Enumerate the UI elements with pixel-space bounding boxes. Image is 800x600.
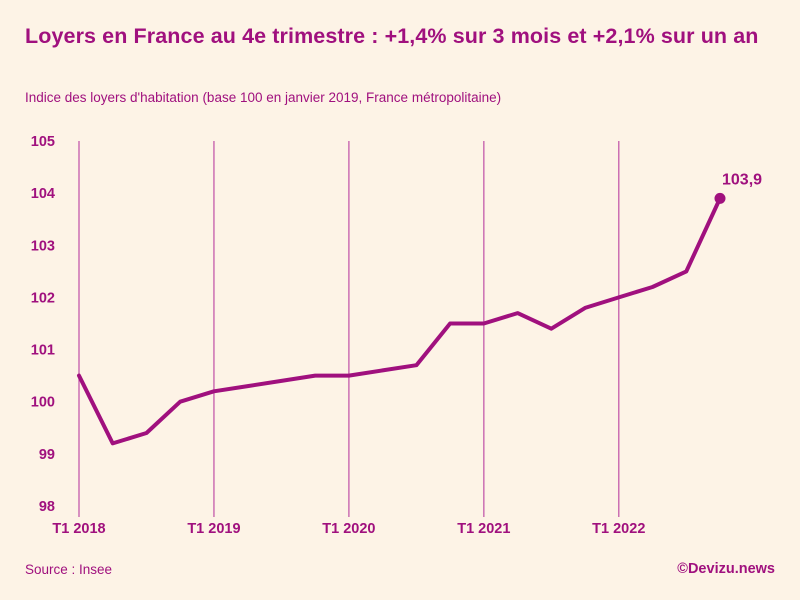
credit-label: ©Devizu.news [677,561,775,577]
y-axis-label: 100 [31,395,55,411]
y-axis-label: 102 [31,290,55,306]
y-axis-label: 99 [39,447,55,463]
x-axis-label: T1 2019 [187,521,240,537]
x-axis-label: T1 2022 [592,521,645,537]
y-axis-label: 101 [31,343,55,359]
source-label: Source : Insee [25,562,113,577]
last-point-marker [714,192,726,204]
y-axis-label: 104 [31,186,55,202]
chart-subtitle: Indice des loyers d'habitation (base 100… [25,90,502,105]
y-axis-label: 105 [31,134,55,150]
y-axis-label: 98 [39,499,55,515]
x-axis-label: T1 2020 [322,521,375,537]
page-title: Loyers en France au 4e trimestre : +1,4%… [25,24,759,48]
x-axis-label: T1 2021 [457,521,510,537]
y-axis-label: 103 [31,238,55,254]
last-point-value-label: 103,9 [722,171,762,188]
rent-index-line [77,196,722,446]
x-axis-label: T1 2018 [52,521,105,537]
